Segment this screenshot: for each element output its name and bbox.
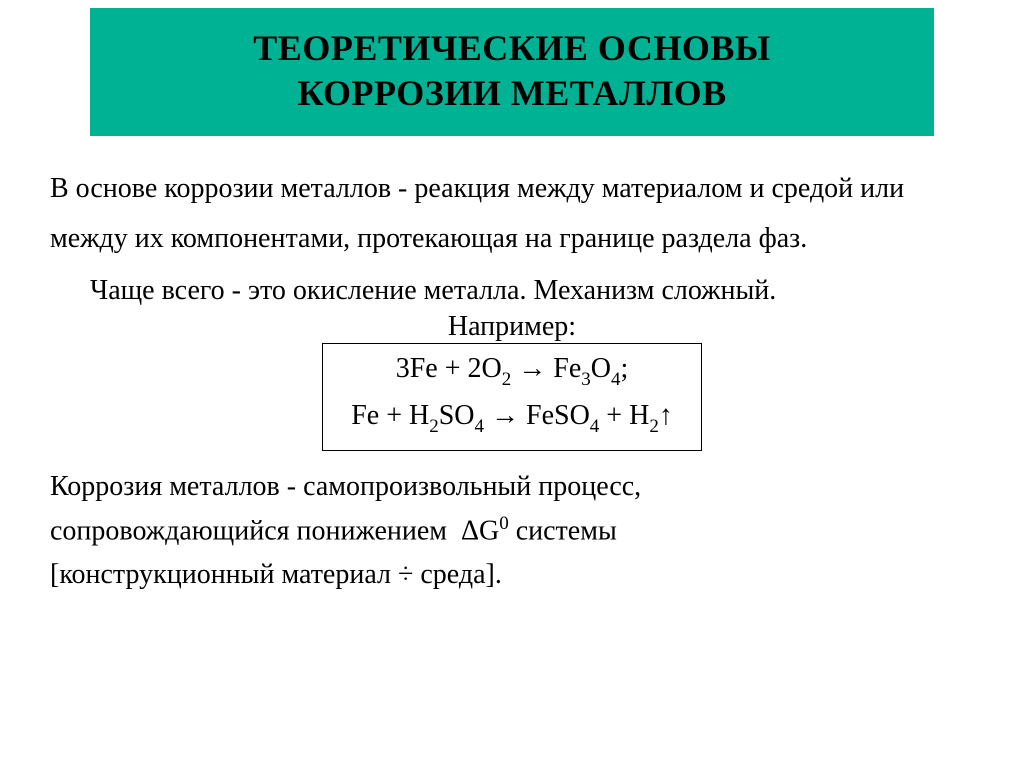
title-line-2: КОРРОЗИИ МЕТАЛЛОВ — [120, 71, 904, 116]
example-label: Например: — [50, 311, 974, 343]
example-box: 3Fe + 2O2 → Fe3O4; Fe + H2SO4 → FeSO4 + … — [322, 343, 702, 450]
paragraph-3: Коррозия металлов - самопроизвольный про… — [50, 465, 974, 598]
title-box: ТЕОРЕТИЧЕСКИЕ ОСНОВЫ КОРРОЗИИ МЕТАЛЛОВ — [90, 8, 934, 136]
para3-line-3: [конструкционный материал ÷ среда]. — [50, 553, 974, 597]
paragraph-2: Чаще всего - это окисление металла. Меха… — [50, 272, 974, 310]
slide: ТЕОРЕТИЧЕСКИЕ ОСНОВЫ КОРРОЗИИ МЕТАЛЛОВ В… — [0, 8, 1024, 775]
slide-body: В основе коррозии металлов - реакция меж… — [0, 136, 1024, 598]
equation-2: Fe + H2SO4 → FeSO4 + H2↑ — [351, 394, 673, 440]
para3-line-2: сопровождающийся понижением ΔG0 системы — [50, 509, 974, 554]
title-line-1: ТЕОРЕТИЧЕСКИЕ ОСНОВЫ — [120, 26, 904, 71]
para3-line-1: Коррозия металлов - самопроизвольный про… — [50, 465, 974, 509]
paragraph-1: В основе коррозии металлов - реакция меж… — [50, 164, 974, 264]
equation-1: 3Fe + 2O2 → Fe3O4; — [351, 347, 673, 393]
example-wrap: Например: 3Fe + 2O2 → Fe3O4; Fe + H2SO4 … — [50, 311, 974, 450]
